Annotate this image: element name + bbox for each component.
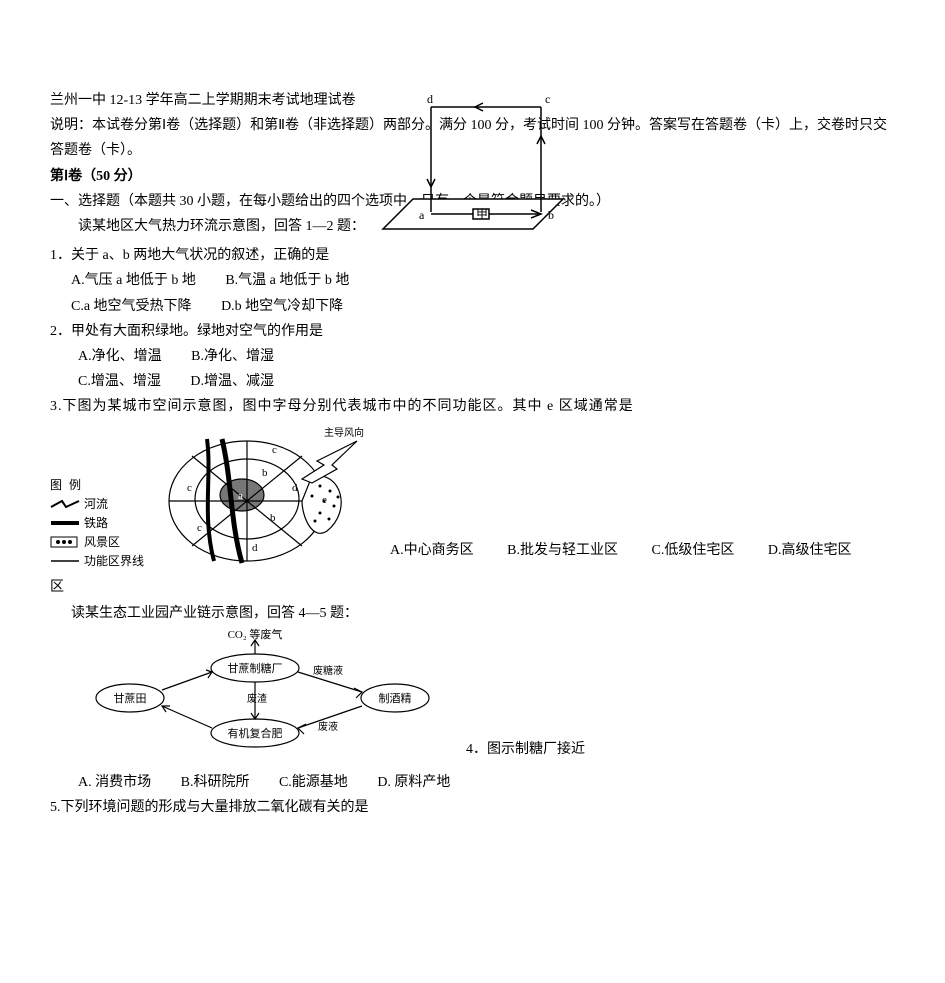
- scenic-icon: [50, 536, 80, 548]
- q1-optD: D.b 地空气冷却下降: [221, 299, 343, 314]
- q3-tail: 区: [50, 575, 895, 600]
- node-co2: CO₂ 等废气: [228, 628, 283, 641]
- zone-e: e: [322, 494, 327, 506]
- q4-optC: C.能源基地: [279, 775, 348, 790]
- boundary-icon: [50, 555, 80, 567]
- fig1-label-c: c: [545, 92, 550, 106]
- q45-intro: 读某生态工业园产业链示意图，回答 4—5 题：: [50, 601, 895, 626]
- q4-optD: D. 原料产地: [377, 775, 450, 790]
- fig1-label-b: b: [548, 208, 554, 222]
- q3-optD: D.高级住宅区: [768, 543, 852, 558]
- zone-d2: d: [292, 482, 298, 494]
- q3-optC: C.低级住宅区: [651, 543, 734, 558]
- fig1-label-mid: 甲: [476, 207, 488, 221]
- q3-optA: A.中心商务区: [390, 543, 474, 558]
- legend-river: 河流: [84, 495, 108, 513]
- edge-e2: 废渣: [247, 692, 267, 705]
- q4-optB: B.科研院所: [181, 775, 250, 790]
- q4-opts: A. 消费市场 B.科研院所 C.能源基地 D. 原料产地: [50, 770, 895, 795]
- q1-optA: A.气压 a 地低于 b 地: [71, 273, 196, 288]
- q2-stem: 2．甲处有大面积绿地。绿地对空气的作用是: [50, 319, 895, 344]
- zone-c3: c: [272, 444, 277, 456]
- fig1-diagram: d c a b 甲: [353, 89, 593, 249]
- node-alco: 制酒精: [379, 692, 412, 705]
- q5-stem: 5.下列环境问题的形成与大量排放二氧化碳有关的是: [50, 795, 895, 820]
- zone-c: c: [187, 482, 192, 494]
- fig3-chain-diagram: CO₂ 等废气 甘蔗田 甘蔗制糖厂 有机复合肥 制酒精 废糖液 废渣 废液: [90, 628, 450, 768]
- fig1-caption: 读某地区大气热力环流示意图，回答 1—2 题：: [50, 214, 365, 239]
- legend-boundary: 功能区界线: [84, 552, 144, 570]
- edge-e1: 废糖液: [313, 664, 343, 677]
- q2-optD: D.增温、减湿: [190, 374, 274, 389]
- fig2-city-diagram: a b b c c c d d e 主导风向: [152, 421, 372, 571]
- wind-label: 主导风向: [324, 426, 364, 439]
- zone-c2: c: [197, 522, 202, 534]
- node-cane: 甘蔗田: [114, 692, 147, 705]
- q1-row2: C.a 地空气受热下降 D.b 地空气冷却下降: [50, 294, 895, 319]
- fig2-legend: 图 例 河流 铁路 风景区 功能区界线: [50, 476, 144, 571]
- zone-b2: b: [270, 512, 276, 524]
- q3-optB: B.批发与轻工业区: [507, 543, 618, 558]
- river-icon: [50, 498, 80, 510]
- q2-row1: A.净化、增温 B.净化、增湿: [50, 344, 895, 369]
- q1-optC: C.a 地空气受热下降: [71, 299, 192, 314]
- rail-icon: [50, 517, 80, 529]
- legend-rail: 铁路: [84, 514, 108, 532]
- legend-scenic: 风景区: [84, 533, 120, 551]
- q2-optC: C.增温、增湿: [78, 374, 161, 389]
- edge-e3: 废液: [318, 720, 338, 733]
- zone-d: d: [252, 542, 258, 554]
- fig1-label-a: a: [419, 208, 425, 222]
- zone-b: b: [262, 467, 268, 479]
- q3-stem: 3.下图为某城市空间示意图，图中字母分别代表城市中的不同功能区。其中 e 区域通…: [50, 394, 895, 419]
- legend-title: 图 例: [50, 476, 144, 494]
- q2-optB: B.净化、增湿: [191, 349, 274, 364]
- q3-options-row: A.中心商务区 B.批发与轻工业区 C.低级住宅区 D.高级住宅区: [380, 538, 895, 571]
- q2-row2: C.增温、增湿 D.增温、减湿: [50, 369, 895, 394]
- q2-optA: A.净化、增温: [78, 349, 162, 364]
- fig1-label-d: d: [427, 92, 433, 106]
- q4-stem: 4．图示制糖厂接近: [458, 737, 585, 768]
- q1-optB: B.气温 a 地低于 b 地: [225, 273, 349, 288]
- node-fert: 有机复合肥: [228, 726, 283, 740]
- zone-a: a: [238, 490, 243, 502]
- node-sugar: 甘蔗制糖厂: [228, 661, 283, 675]
- q4-optA: A. 消费市场: [78, 775, 151, 790]
- q1-row1: A.气压 a 地低于 b 地 B.气温 a 地低于 b 地: [50, 268, 895, 293]
